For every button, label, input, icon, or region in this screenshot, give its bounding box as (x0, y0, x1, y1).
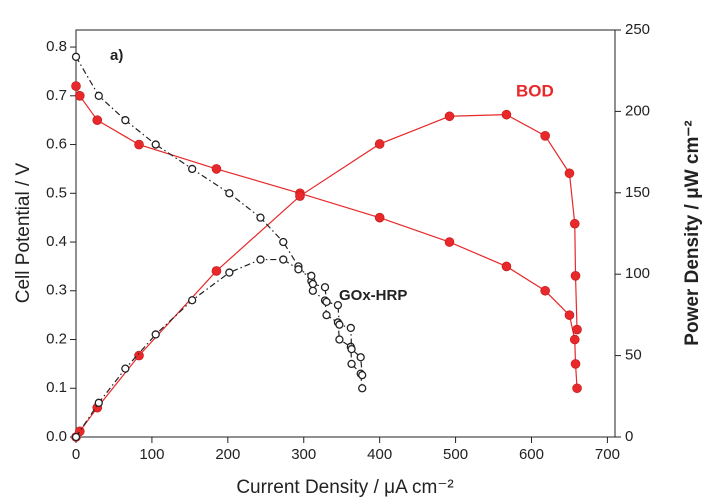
data-point (335, 335, 344, 344)
data-point (94, 91, 103, 100)
data-point (188, 296, 197, 305)
data-point (501, 261, 512, 272)
x-tick-label: 400 (367, 446, 392, 463)
data-point (569, 334, 580, 345)
gox-label: GOx-HRP (339, 287, 407, 304)
y2-tick-label: 250 (625, 21, 650, 38)
data-point (308, 286, 318, 295)
data-point (71, 81, 81, 91)
data-point (134, 350, 144, 361)
data-point (444, 111, 455, 122)
plot-frame (75, 29, 616, 438)
data-point (71, 432, 81, 442)
x-tick-label: 100 (139, 446, 164, 463)
data-point (501, 109, 512, 120)
data-point (540, 131, 550, 141)
data-point (94, 398, 103, 407)
data-point (374, 212, 385, 223)
bod-label: BOD (516, 81, 554, 100)
data-point (71, 52, 81, 61)
data-point (335, 320, 344, 329)
panel-label: a) (110, 47, 123, 64)
data-point (279, 255, 288, 264)
data-point (356, 353, 365, 362)
y-tick-label: 0.8 (46, 38, 67, 55)
data-point (572, 324, 582, 335)
y-tick-label: 0.2 (46, 330, 67, 347)
y-tick-label: 0.4 (46, 233, 67, 250)
data-point (322, 297, 331, 307)
data-point (188, 164, 197, 174)
data-point (92, 115, 103, 125)
y-tick-label: 0.7 (46, 87, 67, 104)
data-point (374, 139, 385, 149)
data-point (121, 364, 130, 373)
y-tick-label: 0.6 (46, 136, 67, 153)
data-point (225, 268, 234, 277)
y-tick-label: 0.3 (46, 282, 67, 299)
data-point (564, 310, 575, 320)
y-tick-label: 0.0 (46, 428, 67, 445)
data-point (294, 265, 303, 274)
data-point (358, 384, 367, 393)
data-point (347, 344, 356, 354)
data-point (444, 237, 455, 247)
data-point (570, 271, 581, 281)
data-point (74, 91, 85, 101)
x-axis-label: Current Density / μA cm⁻² (236, 477, 453, 498)
series-line (75, 56, 363, 389)
x-tick-label: 700 (595, 446, 620, 463)
data-point (151, 330, 160, 339)
data-point (347, 359, 356, 369)
data-point (225, 189, 234, 198)
y2-tick-label: 100 (625, 265, 650, 282)
series-line (75, 258, 363, 438)
data-point (333, 300, 343, 310)
y2-tick-label: 50 (625, 347, 642, 364)
data-point (211, 266, 222, 276)
data-point (279, 237, 288, 247)
y2-tick-label: 0 (625, 428, 633, 445)
data-point (564, 168, 575, 179)
data-point (134, 139, 144, 150)
data-point (358, 370, 367, 380)
data-point (320, 283, 330, 292)
data-point (211, 164, 222, 174)
x-tick-label: 600 (519, 446, 544, 463)
data-point (295, 191, 305, 201)
y-axis-label: Cell Potential / V (13, 162, 34, 303)
data-point (570, 359, 581, 369)
data-point (256, 213, 265, 222)
x-tick-label: 500 (443, 446, 468, 463)
data-point (307, 271, 316, 280)
data-point (121, 116, 130, 125)
data-point (151, 140, 160, 149)
data-point (572, 383, 582, 394)
data-point (569, 218, 580, 229)
series-line (75, 114, 578, 438)
x-tick-label: 300 (291, 446, 316, 463)
data-point (308, 279, 318, 289)
data-point (346, 323, 355, 333)
y2-axis-label: Power Density / μW cm⁻² (682, 120, 703, 345)
x-tick-label: 200 (215, 446, 240, 463)
y-tick-label: 0.1 (46, 379, 67, 396)
x-tick-label: 0 (72, 446, 80, 463)
y2-tick-label: 200 (625, 102, 650, 119)
y-tick-label: 0.5 (46, 184, 67, 201)
data-point (540, 285, 550, 296)
data-point (322, 310, 331, 320)
y2-tick-label: 150 (625, 184, 650, 201)
data-point (256, 255, 265, 264)
